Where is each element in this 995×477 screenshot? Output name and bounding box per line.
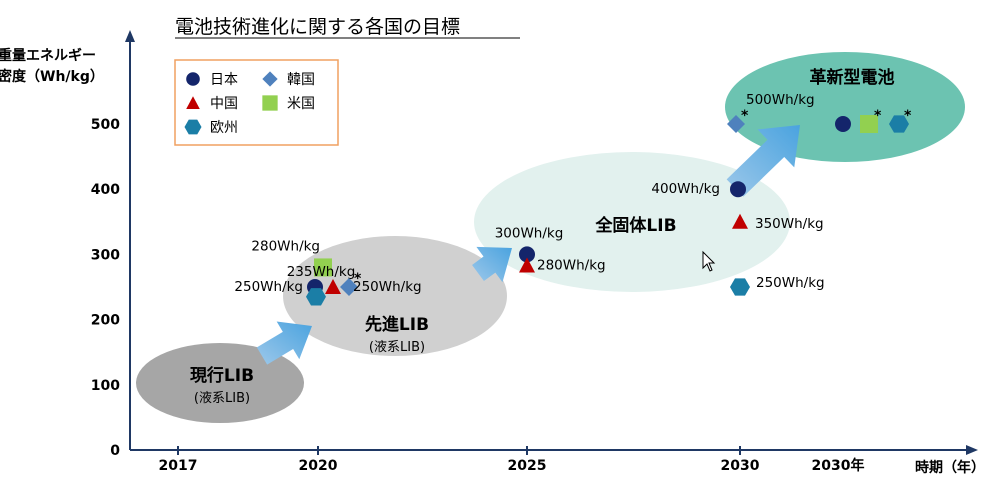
data-label: 235Wh/kg (287, 264, 356, 280)
data-label: 280Wh/kg (251, 238, 320, 254)
data-label: 250Wh/kg (234, 279, 303, 295)
data-point (314, 258, 332, 277)
y-tick-label: 400 (91, 182, 120, 198)
mouse-cursor-icon (702, 250, 716, 272)
stage-title: 現行LIB (190, 365, 254, 386)
chart-title: 電池技術進化に関する各国の目標 (175, 16, 460, 38)
stage-title: 先進LIB (365, 314, 429, 335)
data-point (730, 278, 750, 296)
legend-label: 日本 (210, 72, 238, 88)
data-point (732, 213, 748, 229)
x-tick-label: 2030年 (812, 457, 865, 474)
y-axis-label-line1: 重量エネルギー (0, 47, 96, 64)
x-tick-label: 2030 (721, 458, 760, 474)
data-label: 250Wh/kg (756, 275, 825, 291)
stage-title: 全固体LIB (594, 215, 676, 236)
y-tick-label: 500 (91, 117, 120, 133)
x-axis-arrowhead (966, 445, 978, 455)
data-label: 250Wh/kg (353, 279, 422, 295)
data-point (519, 246, 535, 263)
stage-subtitle: (液系LIB) (369, 340, 425, 355)
stage-title: 革新型電池 (810, 67, 895, 88)
y-tick-label: 0 (110, 443, 120, 459)
stage-ellipse (474, 152, 790, 292)
y-tick-label: 100 (91, 378, 120, 394)
data-point (325, 279, 341, 294)
legend-label: 韓国 (287, 72, 315, 88)
x-tick-label: 2020 (299, 458, 338, 474)
data-point (835, 116, 851, 132)
x-tick-label: 2025 (508, 458, 547, 474)
data-point (860, 115, 878, 133)
y-tick-label: 300 (91, 247, 120, 263)
data-point (306, 288, 326, 306)
x-axis-label: 時期（年） (915, 459, 985, 476)
stage-arrow (726, 125, 800, 197)
stage-arrow (256, 321, 312, 365)
data-label: 500Wh/kg (746, 92, 815, 108)
legend-label: 米国 (287, 96, 315, 112)
data-point (730, 181, 746, 198)
legend-marker (184, 119, 202, 135)
legend-marker (186, 96, 200, 109)
y-tick-label: 200 (91, 313, 120, 329)
data-point-star: * (874, 108, 882, 124)
data-label: 350Wh/kg (755, 216, 824, 232)
stage-ellipse (283, 236, 507, 356)
y-axis-label-line2: 密度（Wh/kg） (0, 68, 104, 85)
data-point (519, 257, 535, 273)
legend-label: 中国 (210, 96, 238, 112)
data-point (727, 115, 745, 133)
legend-marker (186, 72, 200, 86)
legend-label: 欧州 (210, 120, 238, 136)
stage-subtitle: (液系LIB) (194, 391, 250, 406)
stage-ellipse (136, 343, 304, 423)
data-label: 300Wh/kg (495, 225, 564, 241)
data-point (889, 115, 909, 133)
y-axis-arrowhead (125, 30, 135, 42)
data-point-star: * (904, 108, 912, 124)
data-point-star: * (741, 108, 749, 124)
data-label: 280Wh/kg (537, 257, 606, 273)
stage-arrow (472, 246, 512, 283)
data-point (340, 278, 358, 296)
legend-marker (262, 71, 278, 87)
data-point-star: * (354, 271, 362, 287)
x-tick-label: 2017 (159, 458, 198, 474)
legend-marker (262, 95, 278, 111)
legend-box (174, 59, 339, 146)
data-label: 400Wh/kg (651, 181, 720, 197)
